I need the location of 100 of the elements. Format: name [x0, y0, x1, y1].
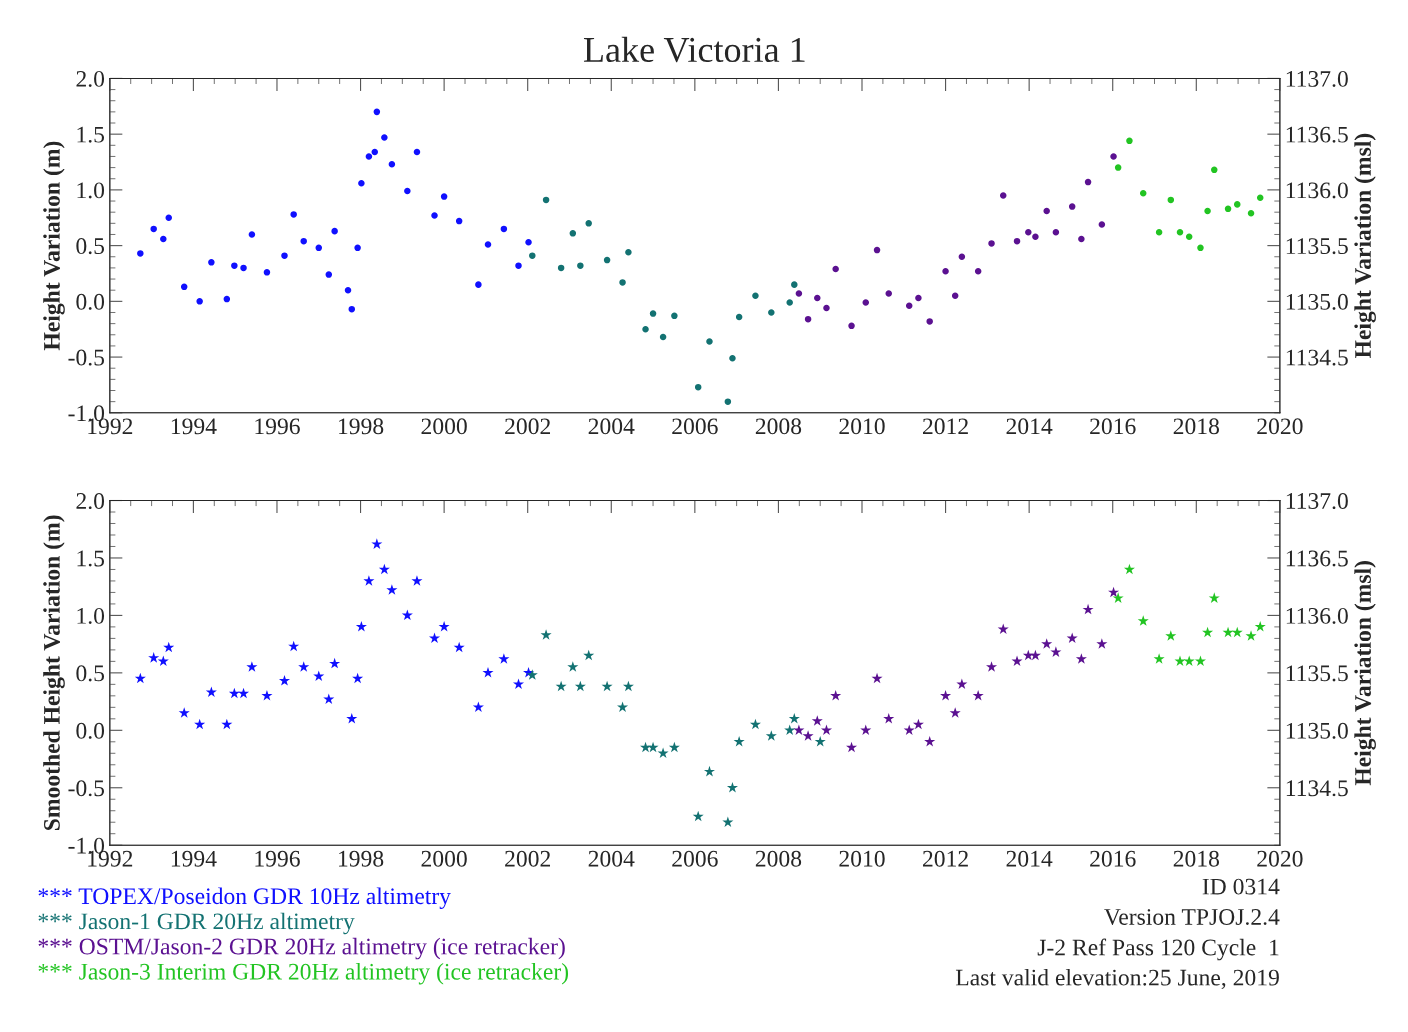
point	[765, 730, 777, 741]
point	[846, 741, 858, 753]
point	[1204, 207, 1211, 215]
point	[1098, 221, 1106, 228]
point	[529, 252, 536, 259]
x-tick-label: 2018	[1173, 418, 1220, 435]
point	[194, 718, 206, 730]
point	[1165, 630, 1177, 641]
x-tick-label: 2002	[505, 418, 551, 435]
point	[585, 220, 592, 227]
point	[642, 325, 649, 333]
point	[315, 244, 323, 252]
point	[1112, 592, 1124, 603]
y-axis-title: Smoothed Height Variation (m)	[43, 515, 65, 831]
point	[1114, 164, 1122, 171]
y2-tick-label: 1135.5	[1286, 665, 1348, 682]
point	[1025, 228, 1032, 236]
point	[791, 281, 798, 288]
point	[1245, 630, 1257, 641]
point	[134, 672, 146, 684]
point	[525, 239, 532, 246]
point	[378, 563, 390, 575]
x-tick-label: 2012	[923, 418, 968, 435]
point	[300, 237, 307, 245]
point	[165, 214, 172, 222]
point	[401, 609, 413, 621]
point	[1139, 189, 1147, 197]
point	[1137, 615, 1149, 626]
point	[820, 724, 832, 736]
point	[1084, 178, 1092, 186]
y2-tick-label: 1135.5	[1286, 238, 1348, 255]
point	[671, 312, 678, 320]
point	[500, 225, 508, 233]
point	[788, 713, 800, 724]
y-tick-label: -0.5	[68, 780, 105, 797]
point	[1231, 626, 1243, 638]
point	[574, 680, 586, 692]
point	[238, 687, 250, 699]
y2-tick-label: 1136.5	[1286, 550, 1348, 567]
point	[885, 290, 892, 297]
text: Version TPJOJ.2.4	[1104, 909, 1280, 926]
point	[703, 765, 715, 777]
point	[811, 715, 823, 726]
x-tick-label: 2016	[1090, 418, 1136, 435]
x-tick-label: 2006	[672, 850, 718, 867]
point	[577, 262, 584, 269]
chart-title: Lake Victoria 1	[583, 36, 805, 63]
x-tick-label: 1996	[255, 418, 300, 435]
text: *** TOPEX/Poseidon GDR 10Hz altimetry	[38, 887, 451, 910]
y-tick-label: 0.5	[76, 238, 105, 255]
point	[749, 718, 761, 730]
y-tick-label: 2.0	[76, 493, 105, 510]
point	[1032, 233, 1039, 240]
point	[542, 196, 550, 204]
y-axis-title: Height Variation (m)	[43, 141, 65, 351]
point	[883, 713, 895, 724]
point	[1043, 207, 1050, 215]
point	[802, 730, 814, 741]
y2-tick-label: 1135.0	[1286, 722, 1348, 739]
point	[348, 305, 356, 313]
point	[617, 701, 629, 713]
point	[344, 286, 352, 294]
y-tick-label: 0.0	[76, 722, 105, 739]
point	[657, 747, 669, 758]
point	[329, 657, 341, 669]
point	[475, 281, 482, 288]
point	[540, 629, 552, 640]
y2-tick-label: 1136.5	[1286, 126, 1348, 143]
point	[371, 538, 383, 549]
point	[208, 259, 215, 266]
point	[860, 724, 872, 736]
point	[331, 227, 338, 235]
point	[1029, 649, 1041, 661]
x-tick-label: 2004	[588, 850, 635, 867]
point	[694, 383, 702, 391]
point	[958, 253, 966, 261]
x-tick-label: 2014	[1006, 850, 1053, 867]
point	[413, 148, 421, 156]
point	[999, 192, 1007, 199]
point	[1050, 646, 1062, 657]
y-tick-label: 1.0	[77, 607, 105, 624]
point	[619, 279, 626, 286]
point	[603, 256, 611, 264]
point	[848, 322, 855, 330]
point	[1068, 203, 1076, 210]
y-tick-label: 1.5	[77, 550, 105, 567]
point	[231, 262, 238, 269]
point	[346, 713, 358, 724]
x-tick-label: 2008	[755, 418, 802, 435]
point	[263, 269, 271, 276]
text: *** OSTM/Jason-2 GDR 20Hz altimetry (ice retracker)	[38, 937, 565, 960]
point	[871, 672, 883, 684]
point	[440, 193, 448, 200]
x-tick-label: 2000	[421, 850, 467, 867]
point	[823, 304, 830, 312]
y2-tick-label: 1134.5	[1286, 349, 1348, 366]
point	[786, 299, 793, 306]
point	[601, 680, 613, 692]
x-tick-label: 2010	[839, 850, 885, 867]
point	[972, 690, 984, 701]
